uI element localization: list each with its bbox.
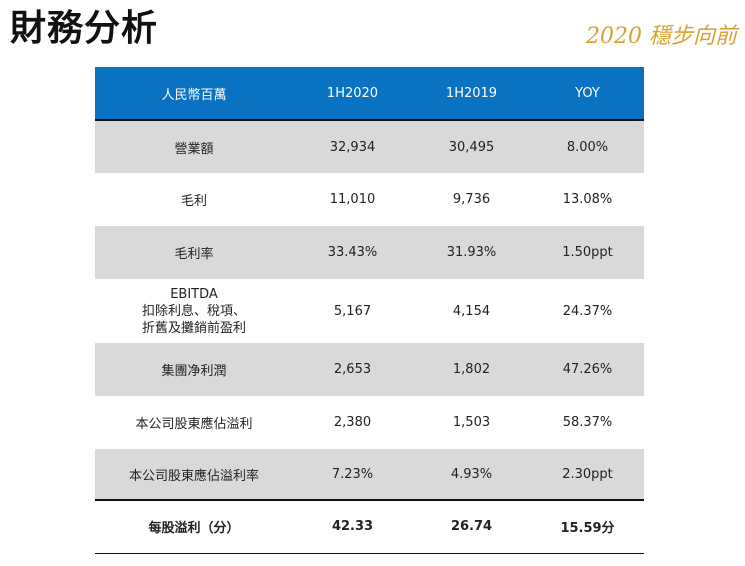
value-1h2019: 31.93% [446,245,497,260]
value-1h2020: 7.23% [331,466,374,482]
value-1h2020: 11,010 [329,192,376,207]
row-label: 營業額 [174,141,214,157]
financial-table: 人民幣百萬 1H2020 1H2019 YOY 營業額 32,934 30,49… [95,67,644,554]
header-1h2020: 1H2020 [293,67,412,121]
value-1h2020: 2,653 [333,362,372,377]
value-1h2020: 2,380 [333,415,372,430]
value-1h2020: 5,167 [333,303,372,319]
header-1h2019: 1H2019 [412,67,531,121]
page-title: 財務分析 [10,8,159,49]
value-1h2019: 30,495 [448,139,495,155]
header-yoy: YOY [531,67,644,121]
row-label-line: EBITDA [170,286,218,302]
value-1h2020: 33.43% [327,245,378,260]
value-yoy: 8.00% [566,139,609,155]
value-yoy: 2.30ppt [562,466,613,482]
table-row: 本公司股東應佔溢利 2,380 1,503 58.37% [95,396,644,449]
table-row: 毛利率 33.43% 31.93% 1.50ppt [95,226,644,279]
value-1h2020: 42.33 [293,499,412,554]
value-yoy: 47.26% [562,362,613,377]
value-1h2019: 1,802 [452,362,491,377]
value-yoy: 13.08% [562,192,613,207]
row-label-line: 扣除利息、稅項、 [141,303,246,319]
value-1h2020: 32,934 [329,139,376,155]
table-row: 營業額 32,934 30,495 8.00% [95,120,644,173]
row-label: 本公司股東應佔溢利率 [128,468,259,484]
value-1h2019: 26.74 [412,499,531,554]
table-row: 本公司股東應佔溢利率 7.23% 4.93% 2.30ppt [95,449,644,500]
table-row: 集團净利潤 2,653 1,802 47.26% [95,343,644,396]
row-label: 毛利率 [174,247,214,262]
value-1h2019: 1,503 [452,415,491,430]
value-yoy: 15.59分 [531,499,644,554]
row-label: 集團净利潤 [161,364,227,379]
row-label-line: 折舊及攤銷前盈利 [141,320,246,336]
slogan: 2020 穩步向前 [586,24,737,49]
header-currency-unit: 人民幣百萬 [95,67,293,121]
value-yoy: 1.50ppt [562,245,613,260]
table-header-row: 人民幣百萬 1H2020 1H2019 YOY [95,67,644,121]
row-label: 本公司股東應佔溢利 [135,417,253,432]
row-label: 每股溢利（分） [95,499,293,554]
table-row: EBITDA 扣除利息、稅項、 折舊及攤銷前盈利 5,167 4,154 24.… [95,279,644,343]
value-1h2019: 9,736 [452,192,491,207]
row-label: EBITDA 扣除利息、稅項、 折舊及攤銷前盈利 [95,279,293,343]
value-yoy: 24.37% [562,303,613,319]
value-1h2019: 4,154 [452,303,491,319]
value-1h2019: 4.93% [450,466,493,482]
value-yoy: 58.37% [562,415,613,430]
row-label: 毛利 [180,194,207,209]
table-total-row: 每股溢利（分） 42.33 26.74 15.59分 [95,499,644,554]
table-row: 毛利 11,010 9,736 13.08% [95,173,644,226]
